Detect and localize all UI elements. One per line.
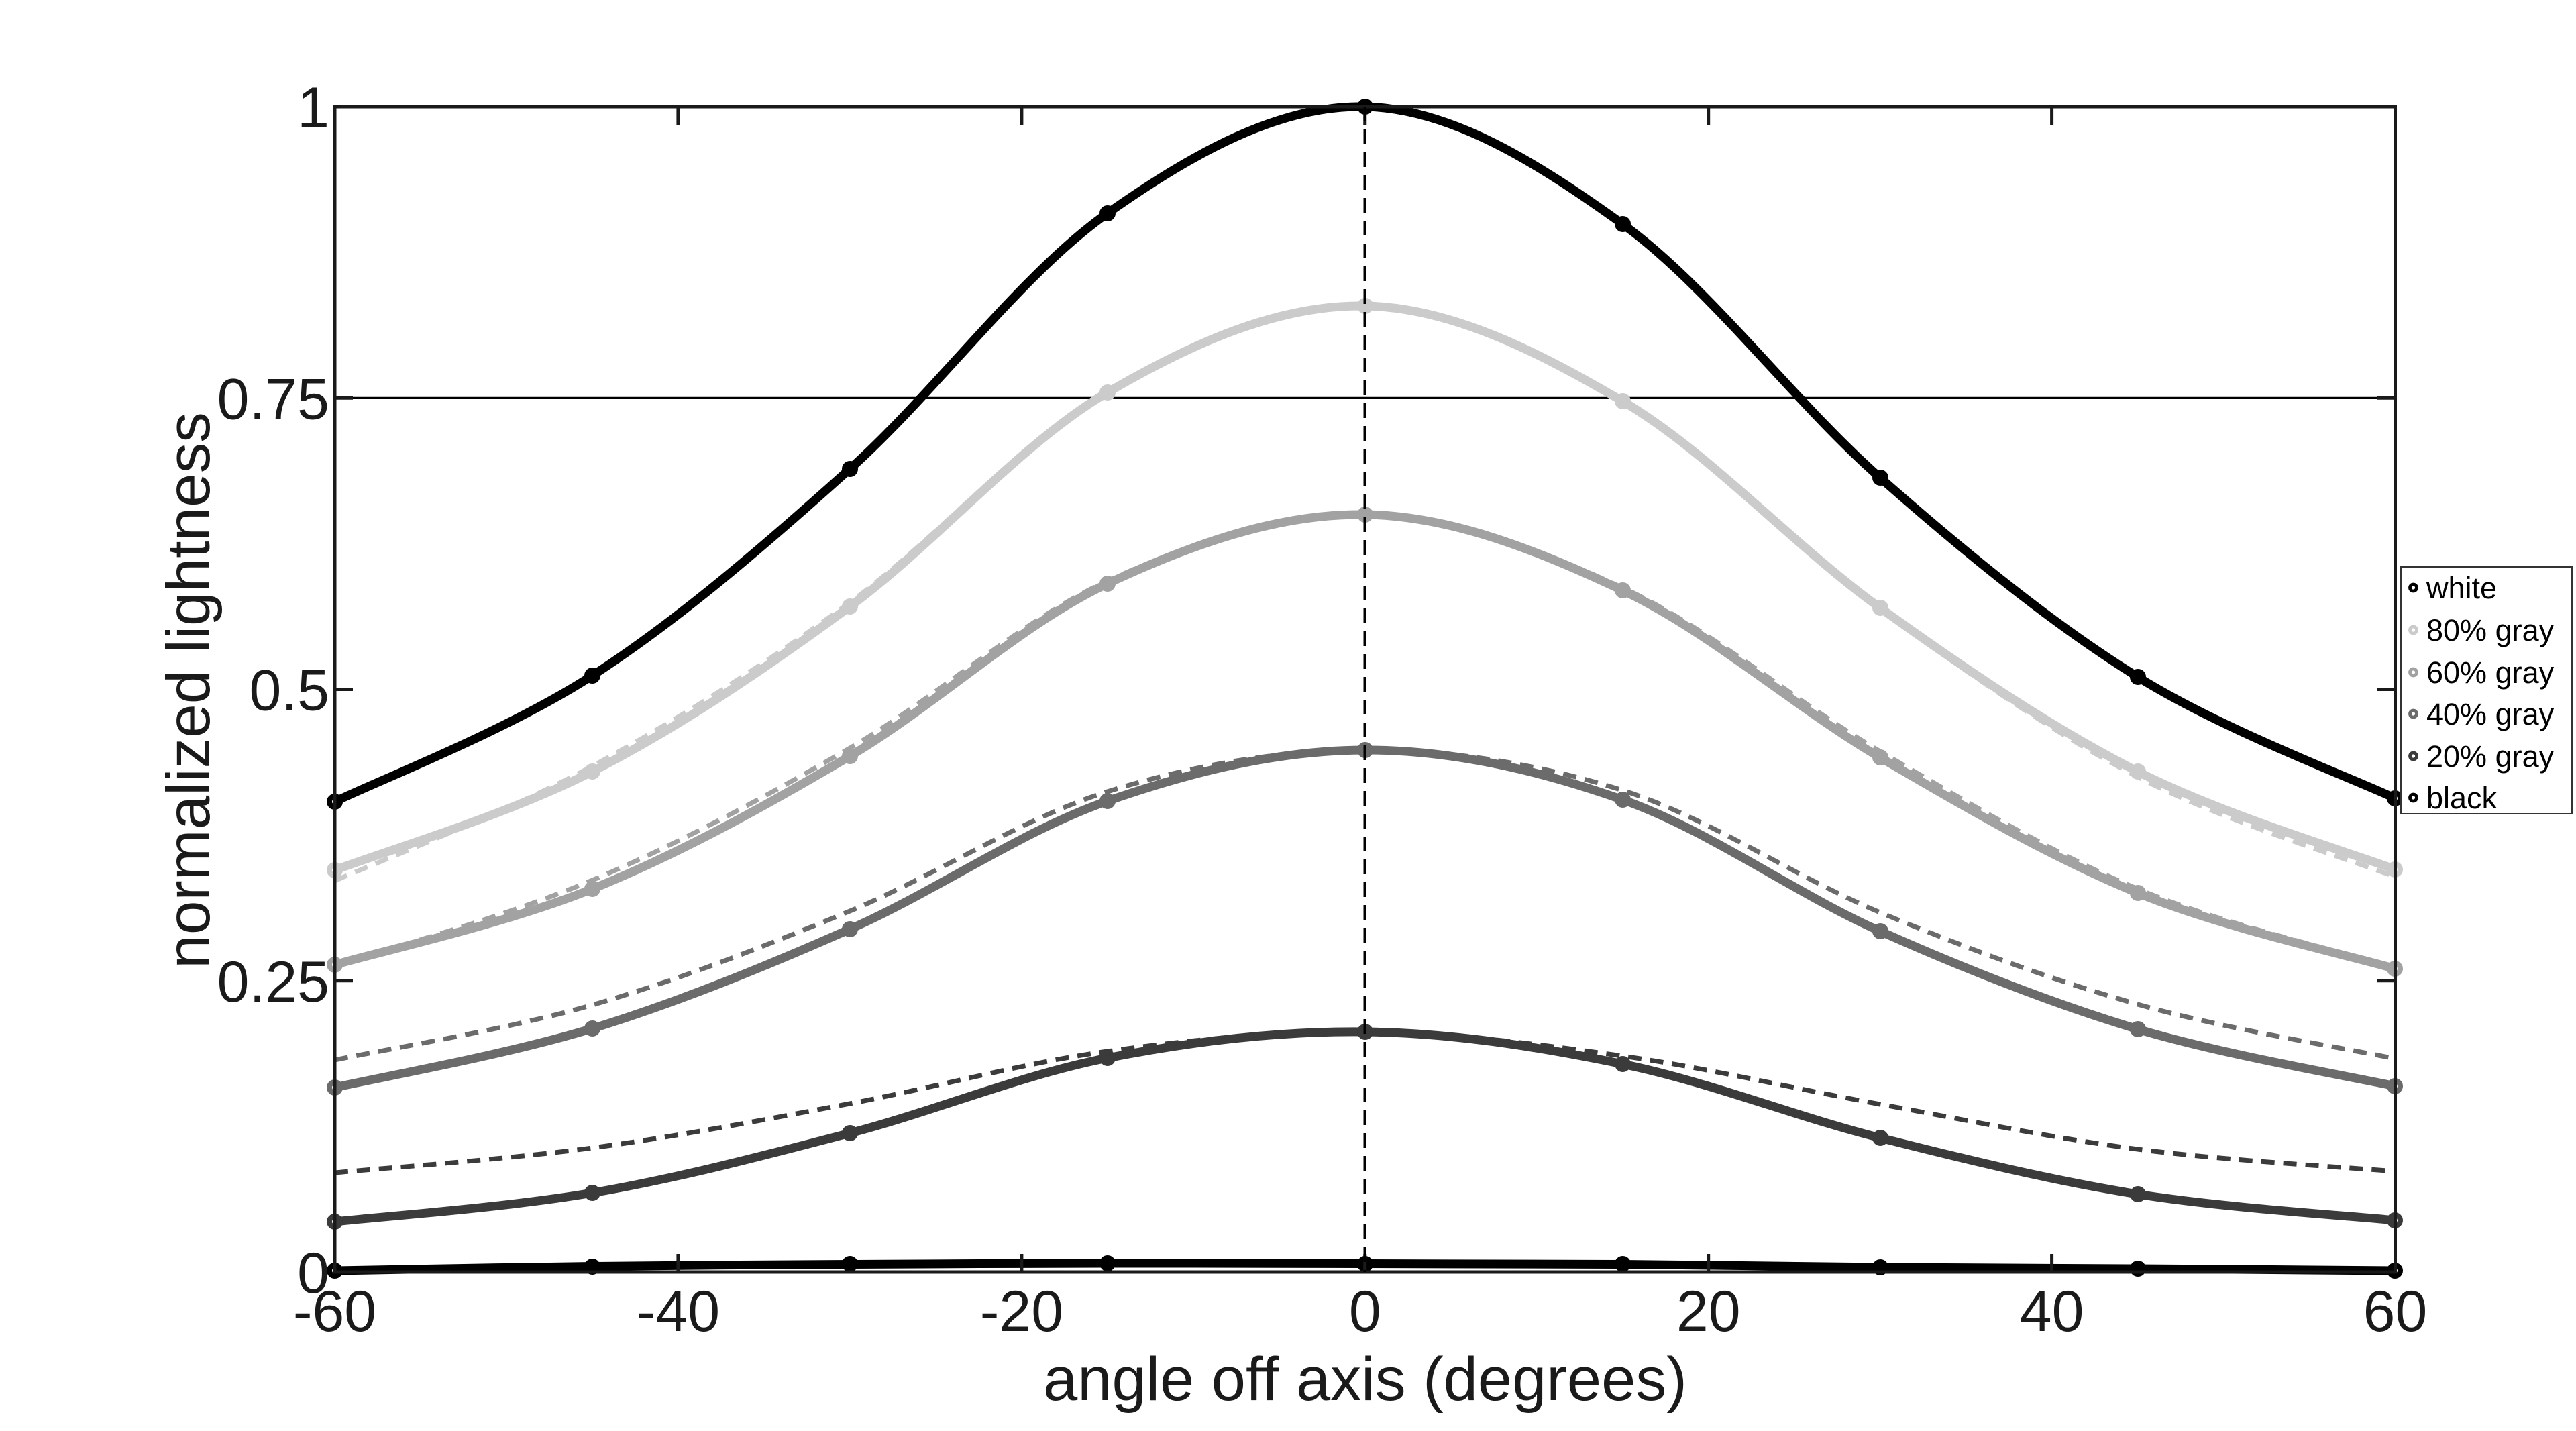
svg-text:-20: -20 bbox=[980, 1279, 1063, 1344]
svg-text:normalized lightness: normalized lightness bbox=[155, 412, 223, 969]
svg-text:80% gray: 80% gray bbox=[2426, 613, 2555, 647]
svg-text:40: 40 bbox=[2020, 1279, 2084, 1344]
svg-text:white: white bbox=[2426, 571, 2497, 605]
svg-text:0: 0 bbox=[297, 1241, 329, 1306]
svg-text:0.5: 0.5 bbox=[249, 659, 329, 723]
svg-text:black: black bbox=[2426, 781, 2498, 815]
svg-text:0: 0 bbox=[1349, 1279, 1381, 1344]
svg-text:20: 20 bbox=[1676, 1279, 1741, 1344]
svg-text:60% gray: 60% gray bbox=[2426, 655, 2555, 690]
svg-text:0.25: 0.25 bbox=[217, 950, 329, 1014]
svg-text:0.75: 0.75 bbox=[217, 367, 329, 431]
svg-text:60: 60 bbox=[2363, 1279, 2428, 1344]
svg-text:1: 1 bbox=[297, 76, 329, 140]
svg-text:angle off axis (degrees): angle off axis (degrees) bbox=[1043, 1345, 1687, 1414]
svg-text:40% gray: 40% gray bbox=[2426, 697, 2555, 731]
svg-text:20% gray: 20% gray bbox=[2426, 739, 2555, 774]
svg-text:-60: -60 bbox=[293, 1279, 376, 1344]
svg-text:-40: -40 bbox=[637, 1279, 720, 1344]
